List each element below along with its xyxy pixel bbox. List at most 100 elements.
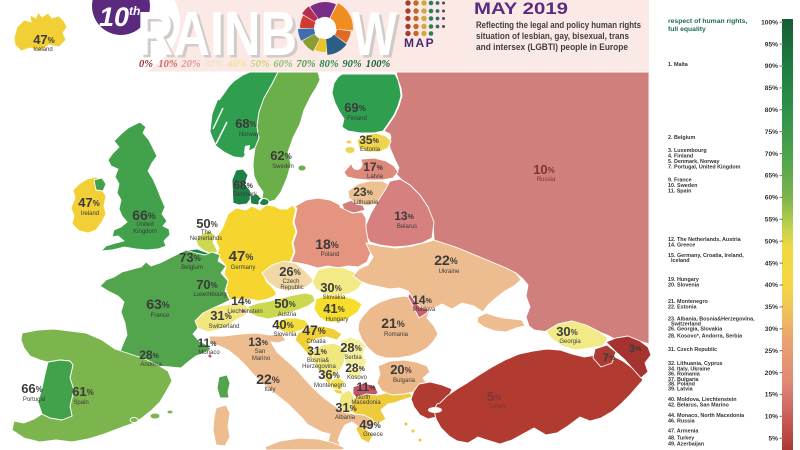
svg-text:48. Turkey: 48. Turkey	[668, 436, 694, 442]
svg-text:14. Greece: 14. Greece	[668, 243, 695, 249]
svg-text:situation of lesbian, gay, bis: situation of lesbian, gay, bisexual, tra…	[476, 31, 629, 42]
svg-text:70%: 70%	[196, 277, 218, 292]
svg-text:44. Monaco, North Macedonia: 44. Monaco, North Macedonia	[668, 413, 745, 419]
svg-text:30%: 30%	[556, 324, 578, 339]
svg-text:RAINB: RAINB	[140, 3, 300, 72]
svg-text:90%: 90%	[765, 63, 778, 70]
svg-text:65%: 65%	[765, 173, 778, 180]
svg-text:50%: 50%	[250, 59, 270, 70]
svg-text:Croatia: Croatia	[306, 339, 326, 345]
svg-text:Moldova: Moldova	[413, 307, 436, 313]
svg-text:15%: 15%	[765, 392, 778, 399]
svg-text:66%: 66%	[21, 381, 43, 396]
svg-text:Ireland: Ireland	[81, 211, 99, 217]
svg-text:34. Italy, Ukraine: 34. Italy, Ukraine	[668, 367, 710, 373]
svg-text:3. Luxembourg: 3. Luxembourg	[668, 148, 707, 154]
svg-text:Monaco: Monaco	[198, 350, 220, 356]
svg-text:50%: 50%	[196, 216, 218, 231]
svg-text:and intersex (LGBTI) people in: and intersex (LGBTI) people in Europe	[476, 42, 628, 53]
svg-text:Latvia: Latvia	[367, 174, 384, 180]
svg-text:Netherlands: Netherlands	[190, 236, 222, 242]
svg-text:9. France: 9. France	[668, 178, 692, 184]
svg-text:37. Bulgaria: 37. Bulgaria	[668, 377, 700, 383]
svg-text:40. Moldova, Liechtenstein: 40. Moldova, Liechtenstein	[668, 397, 737, 403]
svg-text:60%: 60%	[765, 195, 778, 202]
svg-text:Reflecting the legal and polic: Reflecting the legal and policy human ri…	[476, 20, 641, 31]
svg-text:40%: 40%	[765, 282, 778, 289]
svg-text:Belarus: Belarus	[397, 224, 417, 230]
svg-text:10%: 10%	[765, 414, 778, 421]
svg-text:21. Montenegro: 21. Montenegro	[668, 299, 709, 305]
svg-text:26%: 26%	[279, 264, 301, 279]
svg-text:40%: 40%	[226, 59, 247, 70]
svg-text:Bulgaria: Bulgaria	[393, 378, 416, 384]
svg-text:70%: 70%	[765, 151, 778, 158]
svg-text:The: The	[201, 230, 212, 236]
svg-text:90%: 90%	[342, 59, 362, 70]
svg-text:100%: 100%	[761, 19, 778, 26]
svg-text:Slovakia: Slovakia	[323, 295, 346, 301]
svg-text:Republic: Republic	[280, 285, 303, 291]
svg-text:5. Denmark, Norway: 5. Denmark, Norway	[668, 159, 720, 165]
svg-text:France: France	[151, 313, 170, 319]
svg-text:Denmark: Denmark	[233, 192, 258, 198]
svg-text:Belgium: Belgium	[181, 265, 203, 271]
svg-text:respect of human rights,: respect of human rights,	[668, 18, 747, 25]
svg-text:25%: 25%	[765, 348, 778, 355]
svg-text:63%: 63%	[146, 296, 170, 312]
svg-text:Poland: Poland	[321, 252, 340, 258]
svg-text:22%: 22%	[256, 371, 280, 387]
svg-text:0%: 0%	[139, 59, 153, 70]
svg-text:Germany: Germany	[231, 265, 256, 271]
svg-text:Serbia: Serbia	[344, 355, 362, 361]
svg-text:Ukraine: Ukraine	[439, 269, 460, 275]
svg-text:Liechtenstein: Liechtenstein	[227, 309, 262, 315]
svg-text:Greece: Greece	[363, 432, 383, 438]
svg-text:MAY 2019: MAY 2019	[474, 0, 568, 18]
svg-text:W: W	[352, 0, 397, 69]
svg-text:2. Belgium: 2. Belgium	[668, 135, 695, 141]
svg-text:Czech: Czech	[282, 279, 299, 285]
svg-text:62%: 62%	[270, 148, 292, 163]
svg-text:49. Azerbaijan: 49. Azerbaijan	[668, 442, 704, 448]
svg-text:31. Czech Republic: 31. Czech Republic	[668, 347, 717, 353]
svg-text:Estonia: Estonia	[360, 147, 381, 153]
svg-text:Finland: Finland	[347, 116, 367, 122]
svg-text:70%: 70%	[296, 59, 316, 70]
svg-text:Russia: Russia	[537, 177, 556, 183]
svg-text:4. Finland: 4. Finland	[668, 154, 693, 160]
svg-text:Iceland: Iceland	[33, 47, 52, 53]
svg-text:Austria: Austria	[278, 312, 297, 318]
svg-text:47%: 47%	[78, 195, 100, 210]
svg-text:75%: 75%	[765, 129, 778, 136]
svg-text:47%: 47%	[302, 322, 326, 338]
svg-text:80%: 80%	[319, 59, 339, 70]
svg-text:20%: 20%	[180, 59, 201, 70]
svg-text:31%: 31%	[210, 308, 232, 323]
svg-text:Kosovo: Kosovo	[347, 375, 368, 381]
svg-text:Iceland: Iceland	[671, 258, 690, 264]
svg-text:20. Slovenia: 20. Slovenia	[668, 283, 700, 289]
svg-text:31%: 31%	[335, 400, 357, 415]
svg-text:Romania: Romania	[384, 332, 409, 338]
svg-text:47%: 47%	[229, 248, 254, 265]
svg-text:Spain: Spain	[73, 400, 88, 406]
svg-text:32. Lithuania, Cyprus: 32. Lithuania, Cyprus	[668, 361, 723, 367]
svg-text:22. Estonia: 22. Estonia	[668, 305, 697, 311]
svg-text:11%: 11%	[357, 380, 377, 394]
svg-text:Italy: Italy	[264, 387, 275, 393]
svg-text:30%: 30%	[203, 59, 224, 70]
svg-text:49%: 49%	[359, 417, 381, 432]
svg-text:Andorra: Andorra	[140, 362, 162, 368]
svg-text:Macedonia: Macedonia	[351, 400, 381, 406]
svg-text:Bosnia&: Bosnia&	[307, 358, 329, 364]
svg-text:Lithuania: Lithuania	[354, 200, 379, 206]
svg-text:full equality: full equality	[668, 26, 706, 33]
svg-text:Hungary: Hungary	[326, 317, 349, 323]
svg-text:Kingdom: Kingdom	[133, 229, 157, 235]
svg-text:35%: 35%	[765, 304, 778, 311]
svg-text:MAP: MAP	[404, 36, 435, 50]
svg-text:10%: 10%	[158, 59, 178, 70]
svg-text:Sweden: Sweden	[272, 164, 294, 170]
svg-text:22%: 22%	[434, 252, 458, 268]
